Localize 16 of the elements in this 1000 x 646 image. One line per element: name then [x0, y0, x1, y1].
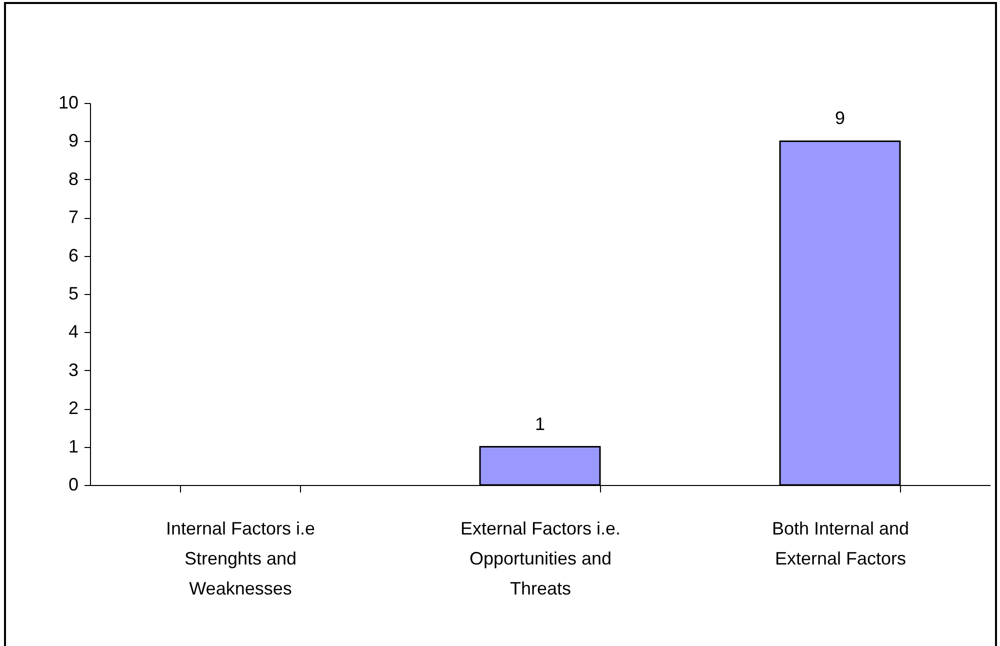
x-tick-label: Internal Factors i.e Strenghts and Weaknesses	[166, 518, 316, 598]
y-tick-label: 1	[68, 436, 78, 456]
x-tick-label: Both Internal and External Factors	[772, 518, 910, 568]
y-tick-label: 10	[58, 92, 78, 112]
y-tick-label: 4	[68, 322, 78, 342]
y-tick-label: 7	[68, 207, 78, 228]
x-tick-label: External Factors i.e. Opportunities and Threats	[460, 518, 621, 598]
y-tick-label: 3	[68, 360, 78, 380]
data-label: 9	[834, 108, 846, 128]
y-tick-label: 2	[68, 398, 78, 418]
y-tick-label: 0	[68, 474, 78, 494]
data-label: 1	[534, 414, 546, 434]
y-tick-label: 5	[68, 284, 78, 304]
y-tick-label: 8	[68, 168, 78, 189]
y-tick-label: 9	[68, 130, 78, 151]
y-tick-label: 6	[68, 245, 78, 266]
